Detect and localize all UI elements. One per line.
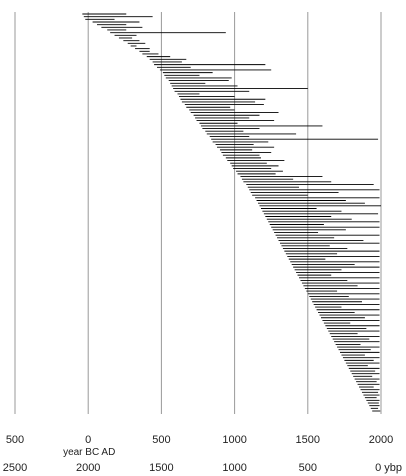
bottom-axis-tick-label: 1000 — [222, 462, 246, 474]
bottom-axis-tick-label: 2000 — [76, 462, 100, 474]
bottom-axis-tick-label: 2500 — [3, 462, 27, 474]
interval-bars — [82, 13, 381, 412]
top-axis-tick-label: 2000 — [369, 434, 393, 446]
top-axis-tick-label: 0 — [85, 434, 91, 446]
axis-labels: 500 0 500 1000 1500 2000 year BC AD 2500 2000 150… — [3, 434, 402, 474]
era-label: year BC AD — [63, 447, 115, 458]
top-axis-tick-label: 1000 — [222, 434, 246, 446]
bottom-axis-tick-label: 500 — [299, 462, 317, 474]
bottom-axis-tick-label: 0 ybp — [375, 462, 402, 474]
bottom-axis-tick-label: 1500 — [149, 462, 173, 474]
grid-lines — [14, 12, 382, 414]
top-axis-tick-label: 1500 — [296, 434, 320, 446]
top-axis-tick-label: 500 — [6, 434, 24, 446]
top-axis-tick-label: 500 — [152, 434, 170, 446]
